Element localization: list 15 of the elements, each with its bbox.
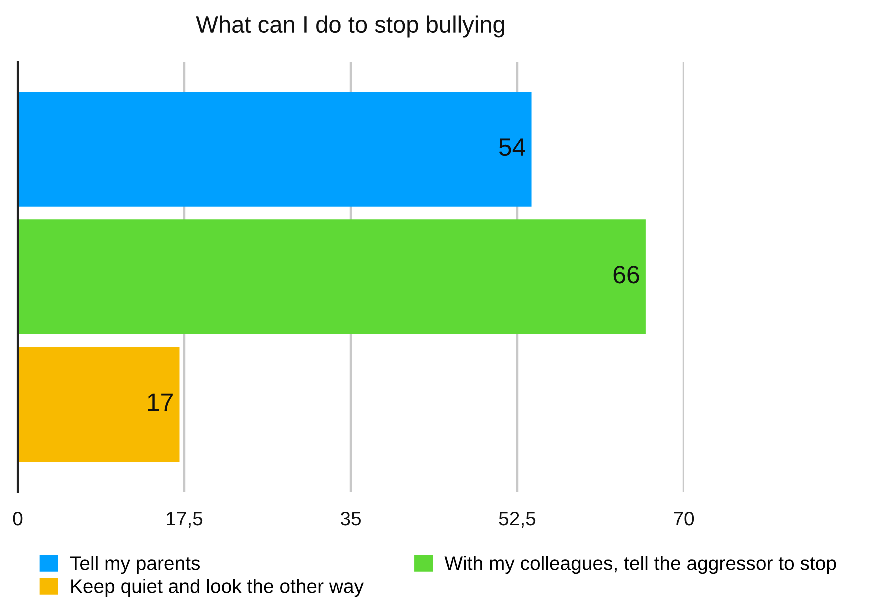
chart-title: What can I do to stop bullying <box>196 16 504 38</box>
bar <box>18 220 646 334</box>
legend-label: With my colleagues, tell the aggressor to stop <box>444 556 836 574</box>
x-tick-label: 70 <box>674 512 694 526</box>
x-tick-label: 17,5 <box>167 512 203 528</box>
legend-label: Keep quiet and look the other way <box>72 579 364 598</box>
bar <box>18 347 180 462</box>
data-label: 17 <box>148 394 173 412</box>
data-label: 66 <box>614 266 640 284</box>
x-tick-label: 0 <box>13 512 23 526</box>
x-tick-label: 35 <box>340 512 361 526</box>
data-label: 54 <box>499 138 526 156</box>
x-tick-label: 52,5 <box>499 512 536 528</box>
bar <box>18 92 532 207</box>
legend-label: Tell my parents <box>70 556 200 574</box>
